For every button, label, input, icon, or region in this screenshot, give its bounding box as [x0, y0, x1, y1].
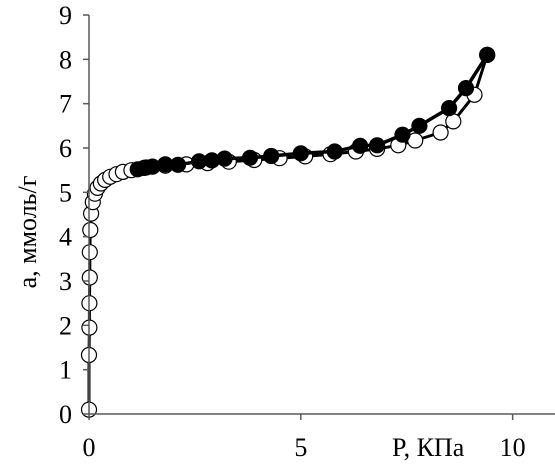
- filled-data-point: [241, 149, 259, 166]
- series-line: [137, 53, 489, 172]
- filled-data-point: [326, 143, 343, 160]
- open-data-point: [445, 113, 462, 130]
- x-tick-label: 0: [83, 433, 96, 462]
- open-data-point: [81, 269, 98, 286]
- x-tick-label: 5: [294, 433, 307, 462]
- series-1: [80, 46, 496, 418]
- tick-layer: 0 1 2 3 4 5 6 7 8 9 0 5 10: [59, 1, 526, 462]
- y-tick-label: 6: [59, 134, 72, 163]
- series-2: [129, 46, 496, 178]
- open-data-point: [82, 221, 99, 239]
- x-axis-title: P, КПа: [392, 433, 465, 462]
- open-data-point: [81, 244, 98, 261]
- filled-data-point: [169, 156, 187, 173]
- y-tick-label: 1: [59, 356, 72, 385]
- y-tick-label: 0: [59, 400, 72, 429]
- filled-data-point: [352, 137, 369, 154]
- x-tick-label: 10: [500, 433, 526, 462]
- filled-data-point: [411, 117, 428, 134]
- filled-data-point: [457, 79, 475, 97]
- open-data-point: [432, 124, 449, 141]
- axis-layer: [88, 15, 555, 415]
- filled-data-point: [441, 99, 458, 117]
- filled-data-point: [292, 145, 309, 162]
- series-line: [87, 54, 489, 410]
- y-tick-label: 7: [59, 90, 72, 119]
- y-tick-label: 3: [59, 267, 72, 296]
- series-layer: [80, 46, 496, 418]
- y-tick-label: 4: [59, 223, 72, 252]
- filled-data-point: [479, 46, 496, 64]
- y-tick-label: 9: [59, 1, 72, 30]
- filled-data-point: [263, 147, 280, 165]
- filled-data-point: [216, 150, 233, 167]
- y-tick-label: 5: [59, 178, 72, 207]
- y-tick-label: 8: [59, 45, 72, 74]
- y-tick-label: 2: [59, 311, 72, 340]
- filled-data-point: [369, 137, 386, 154]
- filled-data-point: [394, 126, 411, 143]
- y-axis-title: a, ммоль/г: [13, 176, 42, 289]
